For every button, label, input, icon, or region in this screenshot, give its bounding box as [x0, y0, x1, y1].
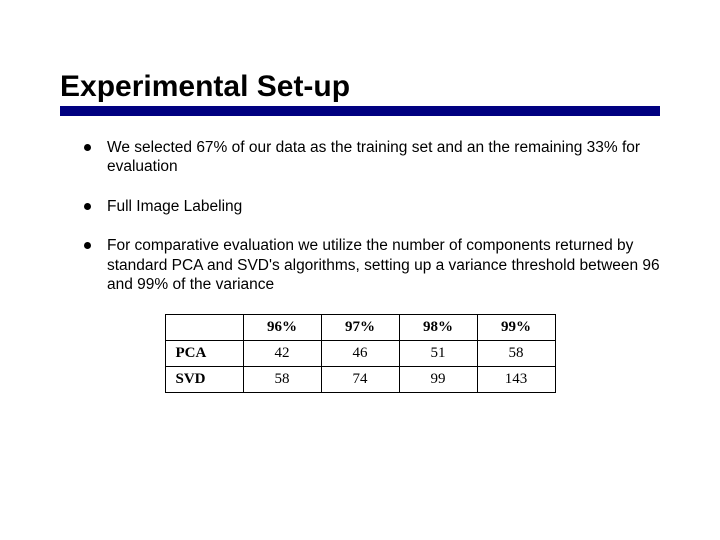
table-cell: 46	[321, 341, 399, 367]
table-cell: 143	[477, 367, 555, 393]
table-col-header: 97%	[321, 315, 399, 341]
table-row-label: SVD	[165, 367, 243, 393]
bullet-dot-icon	[84, 242, 91, 249]
table-cell: 42	[243, 341, 321, 367]
table-col-header: 99%	[477, 315, 555, 341]
table-row: SVD 58 74 99 143	[165, 367, 555, 393]
bullet-dot-icon	[84, 144, 91, 151]
bullet-text: For comparative evaluation we utilize th…	[107, 236, 660, 294]
table-container: 96% 97% 98% 99% PCA 42 46 51 58 SVD 58 7…	[60, 314, 660, 393]
table-cell: 99	[399, 367, 477, 393]
table-header-row: 96% 97% 98% 99%	[165, 315, 555, 341]
table-row-label: PCA	[165, 341, 243, 367]
table-cell: 74	[321, 367, 399, 393]
table-col-header: 96%	[243, 315, 321, 341]
table-empty-corner	[165, 315, 243, 341]
title-underline	[60, 106, 660, 116]
bullet-item: For comparative evaluation we utilize th…	[84, 236, 660, 294]
components-table: 96% 97% 98% 99% PCA 42 46 51 58 SVD 58 7…	[165, 314, 556, 393]
bullet-item: We selected 67% of our data as the train…	[84, 138, 660, 177]
bullet-list: We selected 67% of our data as the train…	[60, 138, 660, 294]
bullet-item: Full Image Labeling	[84, 197, 660, 216]
table-cell: 58	[243, 367, 321, 393]
title-block: Experimental Set-up	[60, 70, 660, 116]
table-row: PCA 42 46 51 58	[165, 341, 555, 367]
table-cell: 51	[399, 341, 477, 367]
bullet-text: Full Image Labeling	[107, 197, 660, 216]
bullet-dot-icon	[84, 203, 91, 210]
slide: Experimental Set-up We selected 67% of o…	[0, 0, 720, 433]
bullet-text: We selected 67% of our data as the train…	[107, 138, 660, 177]
table-col-header: 98%	[399, 315, 477, 341]
slide-title: Experimental Set-up	[60, 70, 660, 104]
table-cell: 58	[477, 341, 555, 367]
